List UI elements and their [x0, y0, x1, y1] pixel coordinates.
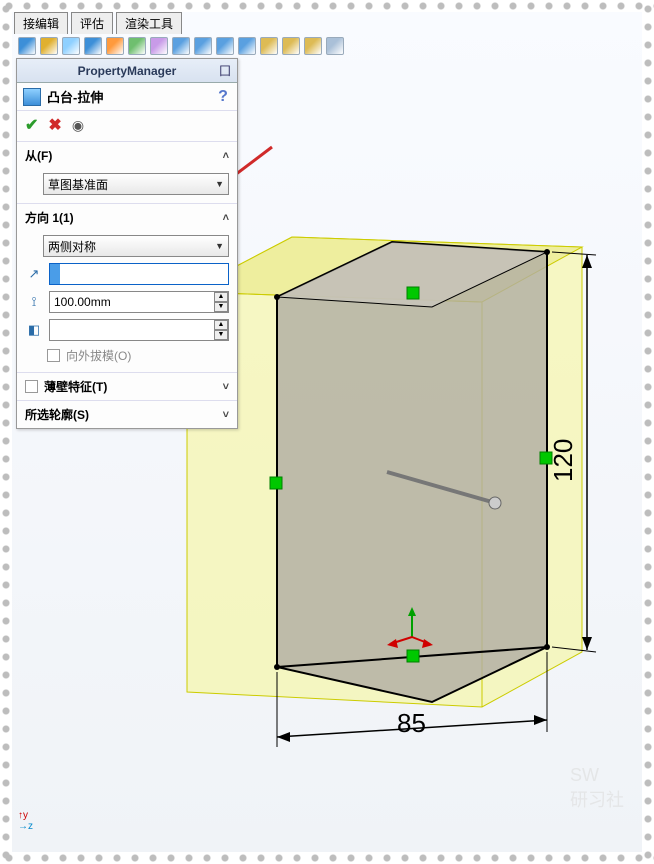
- relation-marker: [540, 452, 552, 464]
- toolbar-icon[interactable]: [260, 37, 278, 55]
- origin-triad: [387, 607, 433, 648]
- reverse-direction-icon[interactable]: ↗: [25, 265, 43, 283]
- command-tabs: 接编辑 评估 渲染工具: [12, 12, 642, 34]
- from-combo-value: 草图基准面: [48, 176, 108, 193]
- toolbar: [12, 34, 642, 58]
- pin-icon[interactable]: ⼞: [219, 62, 231, 79]
- depth-icon: ⟟: [25, 293, 43, 311]
- from-label: 从(F): [25, 147, 52, 164]
- depth-input[interactable]: 100.00mm ▲▼: [49, 291, 229, 313]
- toolbar-icon[interactable]: [326, 37, 344, 55]
- height-dimension[interactable]: 120: [548, 252, 596, 652]
- svg-text:85: 85: [397, 708, 426, 738]
- toolbar-icon[interactable]: [194, 37, 212, 55]
- stamp-border-top: [0, 0, 654, 12]
- relation-marker: [407, 287, 419, 299]
- toolbar-icon[interactable]: [106, 37, 124, 55]
- watermark: SW研习社: [570, 765, 624, 812]
- dir1-endcondition-combo[interactable]: 两侧对称 ▼: [43, 235, 229, 257]
- toolbar-icon[interactable]: [40, 37, 58, 55]
- svg-text:120: 120: [548, 439, 578, 482]
- stamp-border-left: [0, 0, 12, 864]
- tab-render[interactable]: 渲染工具: [116, 12, 182, 34]
- toolbar-icon[interactable]: [304, 37, 322, 55]
- stamp-border-bottom: [0, 852, 654, 864]
- ok-button[interactable]: ✔: [25, 115, 38, 135]
- draft-input[interactable]: ▲▼: [49, 319, 229, 341]
- property-manager-panel: PropertyManager ⼞ 凸台-拉伸 ? ✔ ✖ ◉ 从(F) ˄ 草图…: [16, 58, 238, 429]
- extrude-preview: [187, 237, 582, 707]
- chevron-down-icon: ▼: [215, 179, 224, 189]
- tab-edit[interactable]: 接编辑: [14, 12, 68, 34]
- selected-contours-label: 所选轮廓(S): [25, 406, 89, 423]
- thin-feature-label: 薄壁特征(T): [44, 378, 107, 395]
- extrude-icon: [23, 88, 41, 106]
- view-triad: ↑y→z: [18, 810, 33, 832]
- from-combo[interactable]: 草图基准面 ▼: [43, 173, 229, 195]
- pm-header: PropertyManager ⼞: [17, 59, 237, 83]
- direction-selection-box[interactable]: [49, 263, 229, 285]
- chevron-down-icon: ▼: [215, 241, 224, 251]
- dir1-label: 方向 1(1): [25, 209, 74, 226]
- chevron-down-icon[interactable]: ˅: [223, 409, 229, 421]
- depth-spinner[interactable]: ▲▼: [214, 292, 228, 312]
- preview-icon[interactable]: ◉: [72, 117, 84, 134]
- direction-arrow[interactable]: [387, 472, 501, 509]
- width-dimension[interactable]: 85: [277, 652, 547, 747]
- toolbar-icon[interactable]: [172, 37, 190, 55]
- draft-outward-label: 向外拔模(O): [66, 347, 131, 364]
- draft-outward-checkbox[interactable]: [47, 349, 60, 362]
- toolbar-icon[interactable]: [238, 37, 256, 55]
- draft-spinner[interactable]: ▲▼: [214, 320, 228, 340]
- dir1-combo-value: 两侧对称: [48, 238, 96, 255]
- toolbar-icon[interactable]: [18, 37, 36, 55]
- feature-name: 凸台-拉伸: [47, 87, 215, 106]
- toolbar-icon[interactable]: [150, 37, 168, 55]
- stamp-border-right: [642, 0, 654, 864]
- tab-evaluate[interactable]: 评估: [71, 12, 113, 34]
- chevron-up-icon[interactable]: ˄: [223, 150, 229, 162]
- toolbar-icon[interactable]: [282, 37, 300, 55]
- sketch-face: [274, 242, 550, 702]
- draft-icon[interactable]: ◧: [25, 321, 43, 339]
- pm-title: PropertyManager: [78, 64, 177, 78]
- relation-marker: [407, 650, 419, 662]
- cancel-button[interactable]: ✖: [48, 115, 61, 135]
- toolbar-icon[interactable]: [128, 37, 146, 55]
- toolbar-icon[interactable]: [62, 37, 80, 55]
- thin-feature-checkbox[interactable]: [25, 380, 38, 393]
- toolbar-icon[interactable]: [84, 37, 102, 55]
- help-icon[interactable]: ?: [215, 88, 231, 106]
- relation-marker: [270, 477, 282, 489]
- toolbar-icon[interactable]: [216, 37, 234, 55]
- chevron-up-icon[interactable]: ˄: [223, 212, 229, 224]
- chevron-down-icon[interactable]: ˅: [223, 381, 229, 393]
- depth-value: 100.00mm: [50, 295, 214, 309]
